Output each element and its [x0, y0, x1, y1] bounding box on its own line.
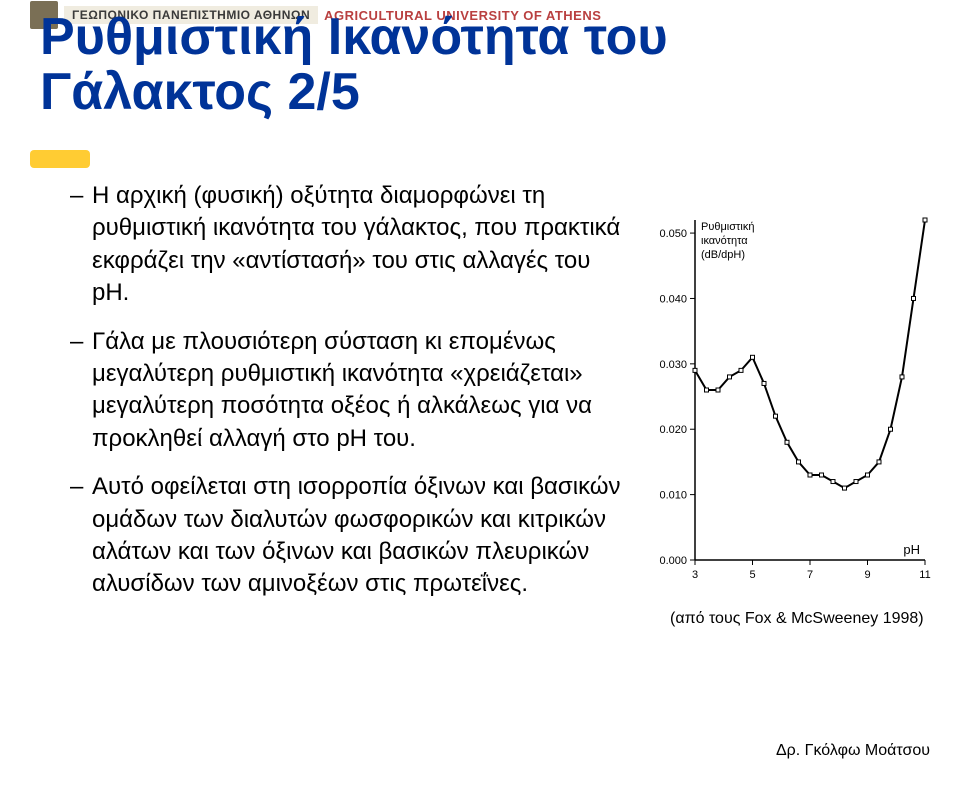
- chart-svg: 0.000 0.010 0.020 0.030 0.040 0.050 3 5 7 9 11 Ρυθμ…: [640, 200, 940, 600]
- svg-text:0.030: 0.030: [659, 359, 687, 371]
- bullet-content: Η αρχική (φυσική) οξύτητα διαμορφώνει τη…: [70, 180, 630, 617]
- svg-text:3: 3: [692, 569, 698, 581]
- svg-text:pH: pH: [903, 542, 920, 557]
- svg-text:0.000: 0.000: [659, 555, 687, 567]
- svg-text:5: 5: [749, 569, 755, 581]
- svg-text:0.020: 0.020: [659, 424, 687, 436]
- svg-text:0.050: 0.050: [659, 228, 687, 240]
- svg-text:0.010: 0.010: [659, 490, 687, 502]
- buffering-capacity-chart: 0.000 0.010 0.020 0.030 0.040 0.050 3 5 7 9 11 Ρυθμ…: [640, 200, 940, 600]
- accent-bar: [30, 150, 90, 168]
- footer-author: Δρ. Γκόλφω Μοάτσου: [776, 742, 930, 760]
- title-line-1: Ρυθμιστική Ικανότητα του: [40, 8, 668, 66]
- bullet-item-2: Γάλα με πλουσιότερη σύσταση κι επομένως …: [70, 326, 630, 456]
- title-line-2: Γάλακτος 2/5: [40, 63, 360, 121]
- svg-text:ικανότητα: ικανότητα: [701, 235, 748, 247]
- bullet-item-3: Αυτό οφείλεται στη ισορροπία όξινων και …: [70, 471, 630, 601]
- chart-caption: (από τους Fox & McSweeney 1998): [670, 610, 930, 628]
- svg-text:11: 11: [919, 569, 930, 581]
- svg-text:7: 7: [807, 569, 813, 581]
- svg-text:Ρυθμιστική: Ρυθμιστική: [701, 221, 754, 233]
- slide-title: Ρυθμιστική Ικανότητα του Γάλακτος 2/5: [40, 10, 920, 119]
- svg-text:(dB/dpH): (dB/dpH): [701, 249, 745, 261]
- svg-text:0.040: 0.040: [659, 293, 687, 305]
- bullet-item-1: Η αρχική (φυσική) οξύτητα διαμορφώνει τη…: [70, 180, 630, 310]
- svg-text:9: 9: [864, 569, 870, 581]
